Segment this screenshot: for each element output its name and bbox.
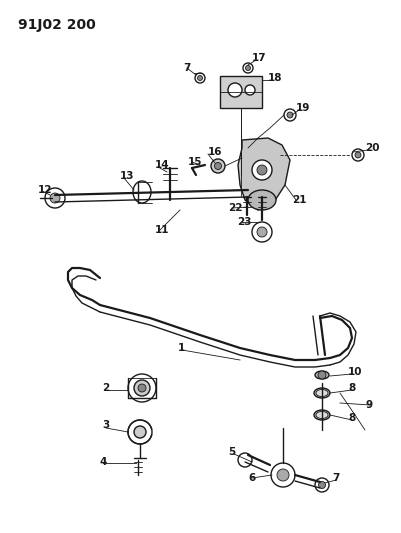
Circle shape <box>257 227 267 237</box>
Text: 16: 16 <box>208 147 223 157</box>
Text: 18: 18 <box>268 73 282 83</box>
Circle shape <box>252 222 272 242</box>
Text: 15: 15 <box>188 157 203 167</box>
Text: 23: 23 <box>237 217 251 227</box>
Circle shape <box>284 109 296 121</box>
Circle shape <box>252 160 272 180</box>
Ellipse shape <box>316 390 328 397</box>
Text: 12: 12 <box>38 185 53 195</box>
Ellipse shape <box>315 371 329 379</box>
Text: 6: 6 <box>248 473 255 483</box>
Text: 20: 20 <box>365 143 379 153</box>
Circle shape <box>271 463 295 487</box>
Ellipse shape <box>314 388 330 398</box>
Circle shape <box>238 453 252 467</box>
Circle shape <box>245 85 255 95</box>
Text: 9: 9 <box>365 400 372 410</box>
Text: 7: 7 <box>183 63 190 73</box>
Circle shape <box>50 193 60 203</box>
Circle shape <box>195 73 205 83</box>
Text: 2: 2 <box>102 383 109 393</box>
Text: 11: 11 <box>155 225 170 235</box>
Circle shape <box>257 165 267 175</box>
Circle shape <box>352 149 364 161</box>
Circle shape <box>243 63 253 73</box>
Circle shape <box>277 469 289 481</box>
Circle shape <box>215 163 221 169</box>
Circle shape <box>128 374 156 402</box>
Circle shape <box>211 159 225 173</box>
Circle shape <box>138 384 146 392</box>
Text: 1: 1 <box>178 343 185 353</box>
Circle shape <box>355 152 361 158</box>
Circle shape <box>198 76 203 80</box>
Text: 91J02 200: 91J02 200 <box>18 18 96 32</box>
Circle shape <box>128 420 152 444</box>
Text: 8: 8 <box>348 413 355 423</box>
Circle shape <box>318 481 326 489</box>
Text: 13: 13 <box>120 171 134 181</box>
Text: 19: 19 <box>296 103 310 113</box>
Polygon shape <box>238 138 290 210</box>
Circle shape <box>134 380 150 396</box>
Circle shape <box>287 112 293 118</box>
Text: 5: 5 <box>228 447 235 457</box>
Ellipse shape <box>314 410 330 420</box>
Text: 14: 14 <box>155 160 170 170</box>
Text: 10: 10 <box>348 367 363 377</box>
Text: 7: 7 <box>332 473 339 483</box>
Ellipse shape <box>316 411 328 418</box>
Text: 4: 4 <box>100 457 107 467</box>
Text: 22: 22 <box>228 203 243 213</box>
Circle shape <box>228 83 242 97</box>
Circle shape <box>45 188 65 208</box>
Text: 3: 3 <box>102 420 109 430</box>
Text: 8: 8 <box>348 383 355 393</box>
Text: 17: 17 <box>252 53 267 63</box>
Ellipse shape <box>248 190 276 210</box>
Circle shape <box>318 371 326 379</box>
Circle shape <box>134 426 146 438</box>
Polygon shape <box>220 76 262 108</box>
Circle shape <box>315 478 329 492</box>
Circle shape <box>245 66 251 70</box>
Text: 21: 21 <box>292 195 306 205</box>
